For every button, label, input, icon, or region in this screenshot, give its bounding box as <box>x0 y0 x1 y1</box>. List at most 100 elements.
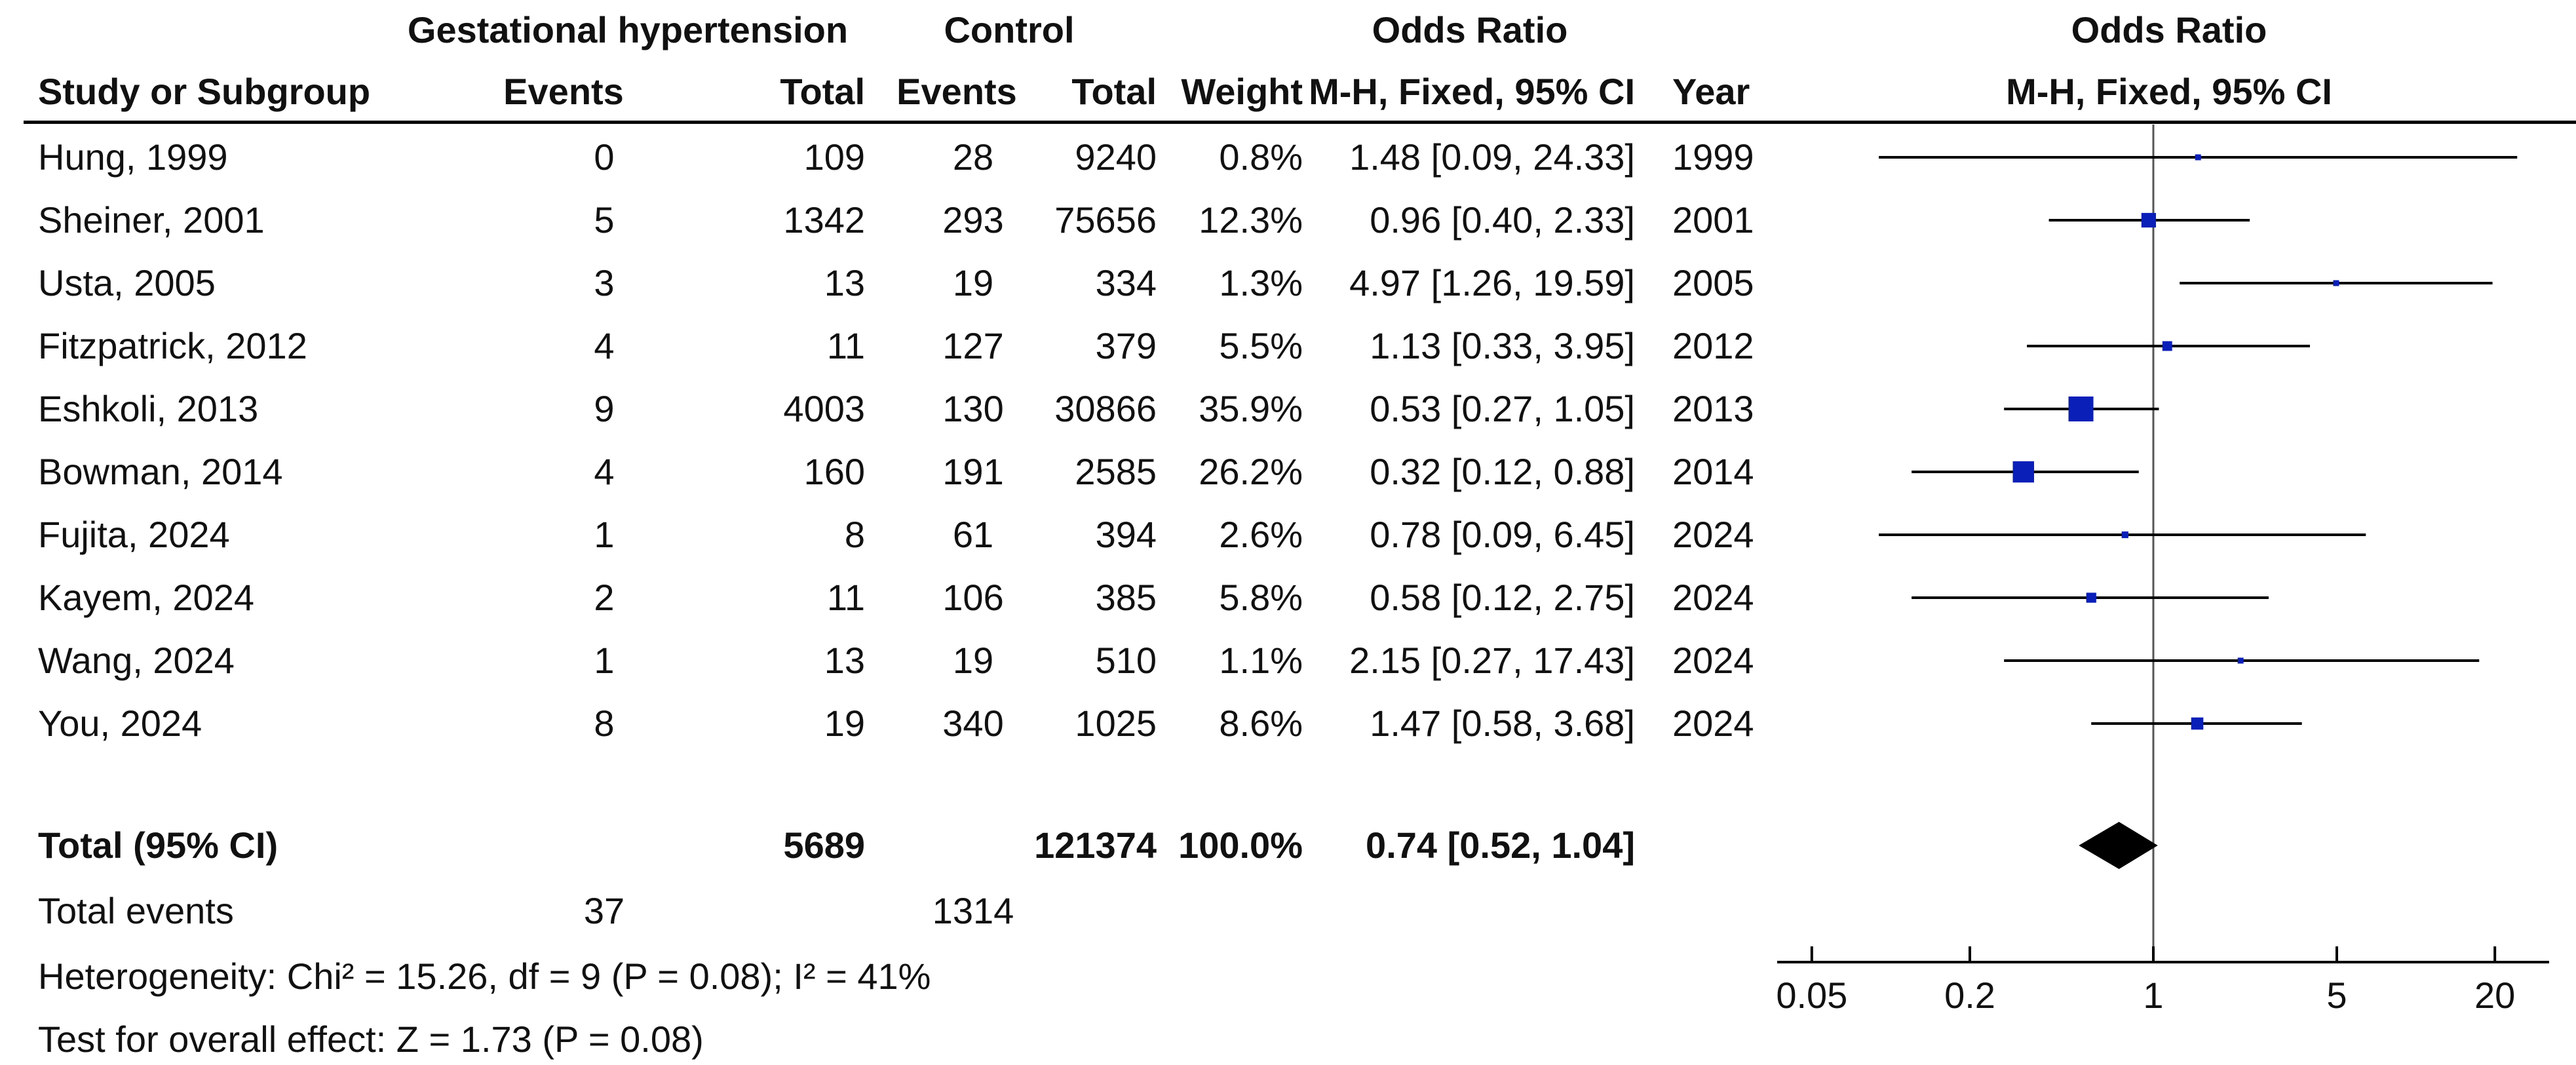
study-ci-text: 1.13 [0.33, 3.95] <box>1370 325 1635 366</box>
effect-marker <box>2012 461 2034 483</box>
events2-header: Events <box>896 71 1017 112</box>
study-name: Hung, 1999 <box>38 136 228 178</box>
total-group2: 385 <box>1095 577 1157 618</box>
total-group2: 75656 <box>1054 199 1157 241</box>
study-ci-text: 1.47 [0.58, 3.68] <box>1370 703 1635 744</box>
study-year: 2024 <box>1672 703 1754 744</box>
total-group1: 11 <box>826 577 865 618</box>
group1-header: Gestational hypertension <box>407 9 849 50</box>
events-group2: 191 <box>942 451 1004 492</box>
study-weight: 8.6% <box>1219 703 1303 744</box>
total-group1: 4003 <box>783 388 865 429</box>
events-group1: 5 <box>594 199 615 241</box>
study-name: Bowman, 2014 <box>38 451 283 492</box>
study-ci-text: 1.48 [0.09, 24.33] <box>1349 136 1635 178</box>
effect-marker <box>2191 717 2204 730</box>
total-group1: 1342 <box>783 199 865 241</box>
study-year: 2024 <box>1672 514 1754 555</box>
study-year: 2001 <box>1672 199 1754 241</box>
study-ci-text: 0.53 [0.27, 1.05] <box>1370 388 1635 429</box>
study-weight: 35.9% <box>1199 388 1303 429</box>
total-group1: 13 <box>824 262 865 303</box>
study-ci-text: 0.96 [0.40, 2.33] <box>1370 199 1635 241</box>
study-weight: 12.3% <box>1199 199 1303 241</box>
study-name: Fitzpatrick, 2012 <box>38 325 307 366</box>
group2-header: Control <box>944 9 1075 50</box>
study-ci-text: 0.32 [0.12, 0.88] <box>1370 451 1635 492</box>
total-group2: 9240 <box>1075 136 1157 178</box>
effect-marker <box>2195 154 2201 161</box>
header-rule <box>24 121 2576 124</box>
events-group1: 1 <box>594 640 615 681</box>
or-text-header: Odds Ratio <box>1372 9 1568 50</box>
study-name: You, 2024 <box>38 703 202 744</box>
events-group1: 3 <box>594 262 615 303</box>
total-events-group1: 37 <box>583 890 625 931</box>
pooled-diamond <box>2079 822 2158 869</box>
study-name: Sheiner, 2001 <box>38 199 265 241</box>
events-group1: 4 <box>594 451 615 492</box>
total-group1: 8 <box>844 514 865 555</box>
effect-marker <box>2068 397 2094 421</box>
x-tick-label: 0.2 <box>1944 975 1995 1016</box>
x-tick-label: 0.05 <box>1776 975 1847 1016</box>
study-weight: 26.2% <box>1199 451 1303 492</box>
total-ci-text: 0.74 [0.52, 1.04] <box>1366 824 1635 866</box>
total-label: Total (95% CI) <box>38 824 279 866</box>
events-group2: 127 <box>942 325 1004 366</box>
total-group2: 30866 <box>1054 388 1157 429</box>
events-group2: 19 <box>952 262 994 303</box>
effect-marker <box>2086 592 2096 603</box>
events-group2: 19 <box>952 640 994 681</box>
effect-marker <box>2141 212 2157 228</box>
study-ci-text: 2.15 [0.27, 17.43] <box>1349 640 1635 681</box>
total-group2: 510 <box>1095 640 1157 681</box>
method-plot-header: M-H, Fixed, 95% CI <box>2006 71 2332 112</box>
study-weight: 1.1% <box>1219 640 1303 681</box>
total2-header: Total <box>1071 71 1157 112</box>
total-events-group2: 1314 <box>932 890 1014 931</box>
study-weight: 2.6% <box>1219 514 1303 555</box>
total-group1: 160 <box>803 451 865 492</box>
events-group2: 340 <box>942 703 1004 744</box>
total-group2: 379 <box>1095 325 1157 366</box>
x-tick-label: 5 <box>2326 975 2347 1016</box>
total1-header: Total <box>780 71 865 112</box>
study-name: Usta, 2005 <box>38 262 216 303</box>
study-year: 1999 <box>1672 136 1754 178</box>
effect-marker <box>2333 280 2339 286</box>
method-text-header: M-H, Fixed, 95% CI <box>1309 71 1635 112</box>
x-tick-label: 20 <box>2474 975 2515 1016</box>
study-year: 2024 <box>1672 640 1754 681</box>
total-n1: 5689 <box>783 824 865 866</box>
events-group2: 28 <box>952 136 994 178</box>
events-group1: 0 <box>594 136 615 178</box>
total-n2: 121374 <box>1034 824 1157 866</box>
events-group1: 2 <box>594 577 615 618</box>
study-ci-text: 0.78 [0.09, 6.45] <box>1370 514 1635 555</box>
study-weight: 0.8% <box>1219 136 1303 178</box>
or-plot-header: Odds Ratio <box>2071 9 2267 50</box>
total-group2: 1025 <box>1075 703 1157 744</box>
events-group1: 9 <box>594 388 615 429</box>
total-group1: 11 <box>826 325 865 366</box>
study-weight: 5.5% <box>1219 325 1303 366</box>
effect-marker <box>2162 341 2172 351</box>
study-year: 2012 <box>1672 325 1754 366</box>
study-year: 2013 <box>1672 388 1754 429</box>
events1-header: Events <box>503 71 624 112</box>
total-group2: 334 <box>1095 262 1157 303</box>
study-name: Fujita, 2024 <box>38 514 230 555</box>
x-tick-label: 1 <box>2143 975 2163 1016</box>
overall-effect-text: Test for overall effect: Z = 1.73 (P = 0… <box>38 1018 704 1060</box>
events-group2: 61 <box>952 514 994 555</box>
total-weight: 100.0% <box>1178 824 1303 866</box>
weight-header: Weight <box>1181 71 1303 112</box>
study-name: Wang, 2024 <box>38 640 235 681</box>
total-group1: 19 <box>824 703 865 744</box>
study-year: 2024 <box>1672 577 1754 618</box>
events-group2: 130 <box>942 388 1004 429</box>
total-group2: 394 <box>1095 514 1157 555</box>
effect-marker <box>2121 531 2128 539</box>
